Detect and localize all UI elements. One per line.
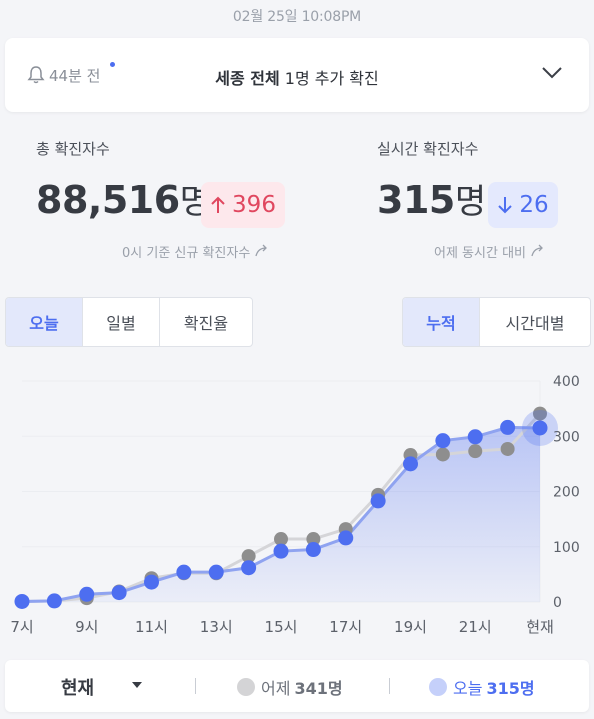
divider (389, 678, 390, 694)
latest-notice-banner[interactable]: 44분 전 세종 전체 1명 추가 확진 (5, 38, 589, 112)
timestamp: 02월 25일 10:08PM (232, 9, 362, 25)
bell-icon (27, 66, 45, 84)
cases-line-chart[interactable]: 0 100 200 300 400 7시 9시 11시 13시 15시 17시 19시 21시 현재 (0, 364, 594, 644)
y-tick-label: 400 (553, 374, 580, 390)
realtime-footnote[interactable]: 어제 동시간 대비 (434, 242, 546, 261)
today-point (370, 493, 386, 509)
total-footnote[interactable]: 0시 기준 신규 확진자수 (122, 242, 270, 261)
arrow-up-icon (211, 196, 225, 213)
x-tick-label: 13시 (200, 618, 233, 636)
y-axis: 0 100 200 300 400 (553, 374, 580, 611)
x-tick-label: 17시 (329, 618, 362, 636)
yesterday-point (274, 532, 288, 547)
realtime-cases-value: 315명 (377, 178, 486, 222)
x-tick-label: 현재 (526, 618, 554, 636)
today-point (144, 574, 159, 590)
total-cases-value: 88,516명 (36, 178, 211, 222)
realtime-delta-value: 26 (519, 192, 549, 218)
chevron-down-icon[interactable] (541, 66, 563, 80)
x-tick-label: 9시 (75, 618, 98, 636)
period-tabs: 오늘 일별 확진율 (5, 297, 253, 347)
y-tick-label: 200 (553, 485, 580, 501)
yesterday-point (500, 441, 515, 456)
legend-yesterday-value: 341명 (294, 679, 343, 698)
yesterday-point (306, 532, 321, 547)
total-cases-label: 총 확진자수 (36, 140, 110, 158)
legend-bar: 현재 어제 341명 오늘 315명 (5, 660, 589, 712)
today-point (500, 419, 516, 435)
notice-message: 1명 추가 확진 (284, 69, 379, 88)
total-delta-badge: 396 (201, 182, 285, 228)
today-point (176, 564, 192, 580)
today-point (111, 585, 127, 601)
legend-today: 오늘 315명 (429, 675, 535, 699)
today-point (532, 420, 548, 436)
gray-dot-icon (237, 678, 255, 696)
today-point (273, 543, 289, 559)
notice-region: 세종 전체 (215, 69, 280, 88)
total-delta-value: 396 (232, 192, 276, 218)
x-tick-label: 19시 (394, 618, 427, 636)
tab-hourly[interactable]: 시간대별 (505, 314, 565, 333)
stats-section: 총 확진자수 88,516명 396 0시 기준 신규 확진자수 실시간 확진자… (0, 138, 594, 278)
today-point (435, 433, 451, 449)
tab-daily[interactable]: 일별 (83, 298, 160, 346)
legend-today-value: 315명 (486, 679, 535, 698)
realtime-cases-stat: 실시간 확진자수 315명 (377, 138, 486, 222)
realtime-delta-badge: 26 (488, 182, 558, 228)
today-points (14, 409, 558, 609)
total-cases-stat: 총 확진자수 88,516명 (36, 138, 211, 222)
today-point (208, 564, 224, 580)
arrow-down-icon (498, 197, 513, 214)
x-tick-label: 15시 (265, 618, 298, 636)
legend-yesterday: 어제 341명 (237, 675, 343, 699)
y-tick-label: 300 (553, 429, 580, 445)
y-tick-label: 0 (553, 595, 562, 611)
mode-tabs: 누적 시간대별 (402, 297, 591, 347)
divider (195, 678, 196, 694)
today-point (338, 530, 354, 546)
blue-dot-icon (429, 678, 447, 696)
yesterday-point (468, 444, 483, 459)
yesterday-point (241, 549, 256, 564)
new-dot (110, 62, 115, 67)
x-tick-label: 11시 (135, 618, 168, 636)
today-point (14, 593, 30, 609)
today-point (305, 542, 321, 558)
yesterday-point (435, 447, 450, 462)
x-tick-label: 7시 (10, 618, 33, 636)
x-axis: 7시 9시 11시 13시 15시 17시 19시 21시 현재 (10, 618, 553, 636)
y-tick-label: 100 (553, 540, 580, 556)
today-point (46, 593, 62, 609)
share-arrow-icon (255, 244, 268, 257)
caret-down-icon[interactable] (132, 682, 142, 688)
realtime-cases-label: 실시간 확진자수 (377, 140, 479, 158)
tab-today[interactable]: 오늘 (6, 298, 83, 346)
yesterday-point (533, 406, 547, 421)
today-point (79, 586, 95, 602)
today-point (467, 429, 483, 445)
notice-time-ago: 44분 전 (49, 67, 101, 85)
x-tick-label: 21시 (459, 618, 492, 636)
today-point (241, 560, 257, 576)
tab-positive-rate[interactable]: 확진율 (183, 314, 229, 333)
time-selector[interactable]: 현재 (61, 678, 95, 699)
tab-cumulative[interactable]: 누적 (403, 298, 480, 346)
today-point (403, 456, 418, 472)
share-arrow-icon (531, 244, 544, 257)
